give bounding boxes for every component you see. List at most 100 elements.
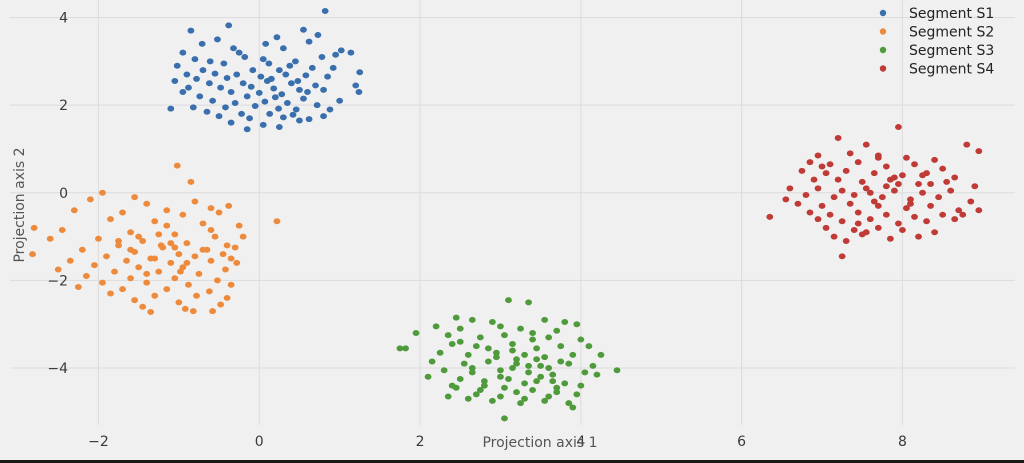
data-point: [549, 371, 557, 378]
data-point: [199, 220, 207, 227]
data-point: [155, 231, 163, 238]
data-point: [907, 200, 914, 207]
data-point: [935, 194, 943, 201]
legend-marker: [879, 28, 887, 35]
data-point: [356, 69, 364, 76]
data-point: [428, 358, 436, 365]
data-point: [193, 75, 200, 82]
data-point: [247, 83, 255, 90]
data-point: [577, 382, 585, 389]
data-point: [241, 53, 249, 60]
data-point: [874, 202, 882, 209]
data-point: [497, 367, 504, 374]
x-axis-ticks: −2 0 2 4 6 8: [88, 434, 907, 450]
data-point: [939, 165, 947, 172]
data-point: [858, 178, 866, 185]
data-point: [157, 242, 165, 249]
data-point: [163, 222, 171, 229]
data-point: [30, 224, 38, 231]
data-point: [573, 321, 581, 328]
data-point: [529, 336, 536, 343]
data-point: [58, 227, 66, 234]
data-point: [115, 237, 122, 244]
data-point: [862, 229, 870, 236]
data-point: [573, 391, 581, 398]
data-point: [155, 268, 163, 275]
data-point: [923, 218, 930, 225]
data-point: [440, 367, 448, 374]
data-point: [336, 97, 344, 104]
data-point: [187, 178, 195, 185]
data-point: [289, 111, 297, 118]
data-point: [302, 72, 310, 79]
data-point: [70, 207, 78, 214]
data-point: [107, 216, 114, 223]
data-point: [786, 185, 794, 192]
data-point: [211, 233, 219, 240]
data-point: [99, 189, 106, 196]
data-point: [275, 67, 283, 74]
data-point: [521, 395, 528, 402]
data-point: [273, 218, 281, 225]
data-point: [895, 220, 902, 227]
data-point: [29, 251, 36, 258]
data-point: [903, 205, 910, 212]
data-point: [915, 233, 922, 240]
data-point: [111, 268, 118, 275]
data-point: [822, 170, 830, 177]
data-point: [557, 343, 565, 350]
data-point: [193, 292, 200, 299]
data-point: [971, 183, 979, 190]
data-point: [266, 110, 274, 117]
data-point: [541, 354, 549, 361]
data-point: [517, 400, 524, 407]
data-point: [329, 64, 337, 71]
data-point: [830, 233, 838, 240]
data-point: [207, 205, 215, 212]
data-point: [167, 240, 175, 247]
data-point: [468, 369, 476, 376]
data-point: [402, 345, 409, 352]
data-point: [147, 308, 155, 315]
data-point: [493, 349, 500, 356]
data-point: [320, 113, 327, 120]
data-point: [396, 345, 404, 352]
data-point: [177, 268, 184, 275]
data-point: [183, 259, 191, 266]
data-point: [305, 116, 313, 123]
data-point: [951, 216, 959, 223]
x-tick-label: 0: [255, 434, 264, 450]
data-point: [878, 194, 886, 201]
x-tick-label: 4: [576, 434, 585, 450]
data-point: [246, 115, 253, 122]
data-point: [891, 174, 898, 181]
data-point: [203, 108, 211, 115]
data-point: [312, 82, 319, 89]
data-point: [151, 292, 159, 299]
data-point: [464, 351, 472, 358]
data-point: [279, 45, 287, 52]
data-point: [227, 255, 235, 262]
data-point: [838, 187, 846, 194]
series-4-points: [766, 124, 983, 260]
data-point: [907, 196, 914, 203]
data-point: [321, 7, 329, 14]
data-point: [464, 395, 472, 402]
x-tick-label: 6: [737, 434, 746, 450]
data-point: [899, 172, 906, 179]
data-point: [347, 49, 355, 56]
data-point: [189, 104, 197, 111]
data-point: [175, 299, 183, 306]
data-point: [959, 211, 967, 218]
data-point: [217, 301, 225, 308]
data-point: [215, 209, 223, 216]
data-point: [806, 159, 814, 166]
data-point: [517, 325, 524, 332]
data-point: [553, 327, 561, 334]
data-point: [822, 224, 830, 231]
x-tick-label: 2: [416, 434, 425, 450]
data-point: [834, 176, 842, 183]
data-point: [151, 218, 159, 225]
y-tick-label: 4: [59, 11, 68, 27]
data-point: [939, 211, 947, 218]
